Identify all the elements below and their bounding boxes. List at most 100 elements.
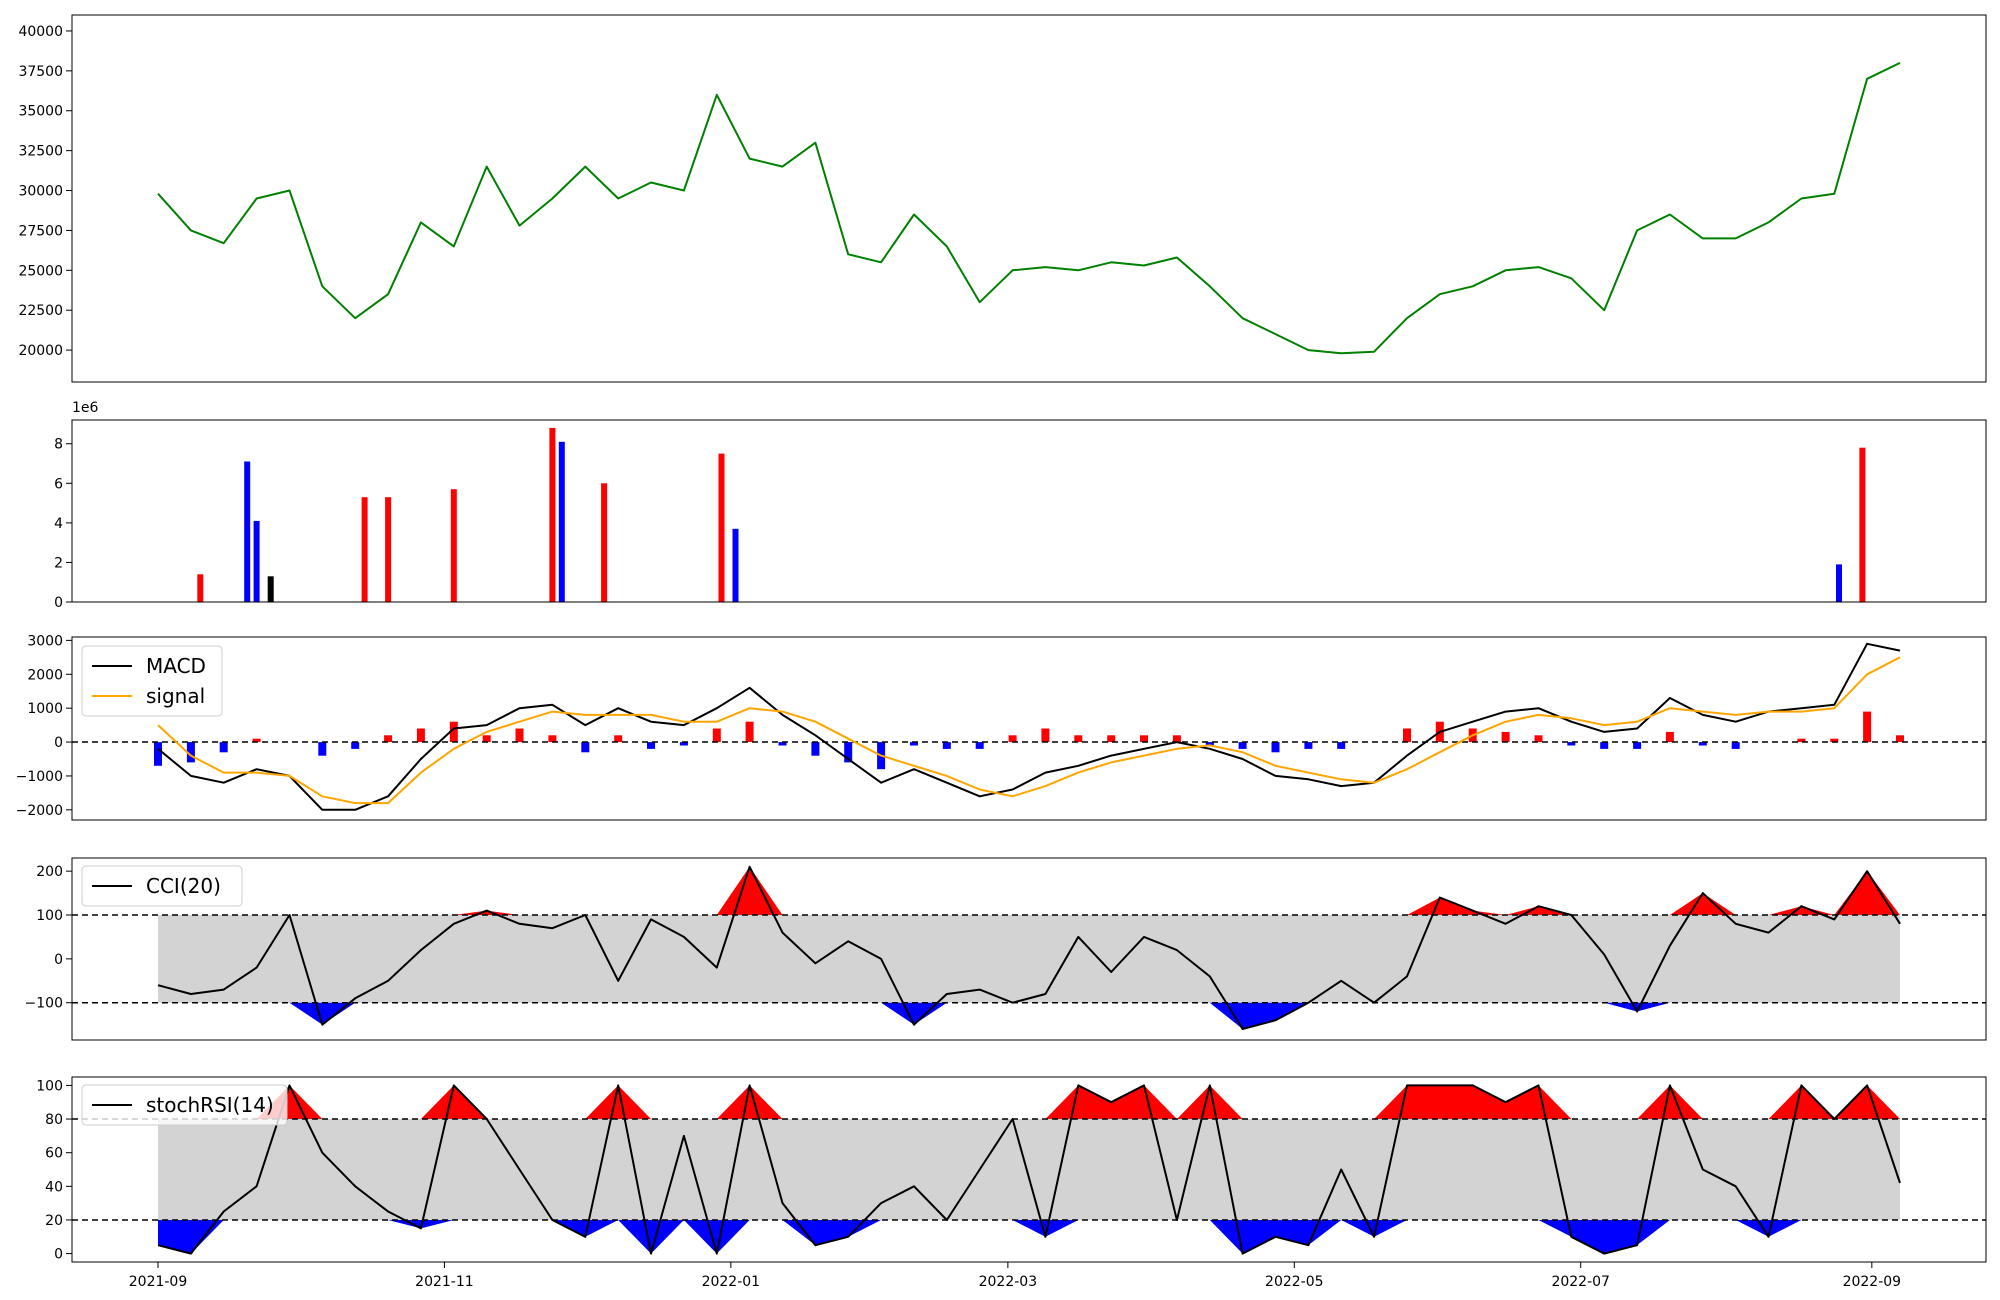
- x-tick-label: 2022-03: [979, 1274, 1038, 1290]
- macd-histogram-bar: [1863, 711, 1872, 743]
- volume-bar: [1859, 447, 1866, 602]
- volume-bar: [549, 427, 556, 602]
- volume-bar: [558, 441, 565, 602]
- y-tick-label: 25000: [18, 263, 63, 279]
- y-tick-label: 32500: [18, 144, 63, 160]
- legend-label: stochRSI(14): [146, 1093, 274, 1117]
- macd-histogram-bar: [1238, 742, 1247, 749]
- macd-histogram-bar: [910, 742, 918, 746]
- macd-histogram-bar: [1403, 728, 1411, 743]
- oversold-fill: [158, 1002, 1900, 1030]
- panel-frame: [71, 419, 1987, 603]
- x-tick-label: 2022-01: [702, 1274, 761, 1290]
- y-tick-label: 0: [54, 1247, 63, 1263]
- legend-box: [81, 1084, 288, 1126]
- y-tick-label: 20000: [18, 343, 63, 359]
- macd-histogram-bar: [1337, 742, 1346, 749]
- legend-box: [81, 645, 223, 717]
- volume-bar: [385, 497, 392, 602]
- macd-histogram-bar: [614, 735, 623, 743]
- y-tick-label: 40000: [18, 24, 63, 40]
- y-tick-label: −1000: [16, 769, 63, 785]
- date-axis: 2021-09 2021-11 2022-01 2022-03 2022-05 2022-…: [129, 1262, 1901, 1290]
- legend-label: signal: [146, 684, 205, 708]
- y-tick-label: 1000: [27, 701, 63, 717]
- macd-histogram-bar: [548, 735, 557, 743]
- macd-histogram-bar: [581, 742, 590, 753]
- legend-label: CCI(20): [146, 874, 221, 898]
- volume-panel: 1e6 0 2 4 6 8: [54, 400, 1987, 611]
- macd-histogram-bar: [1041, 728, 1050, 743]
- volume-bar: [197, 574, 204, 602]
- macd-histogram-bar: [1140, 735, 1148, 743]
- overbought-fill: [158, 866, 1900, 916]
- macd-histogram-bar: [252, 738, 261, 743]
- macd-panel: MACD signal −2000 −1000 0 1000 2000 3000: [16, 633, 1987, 821]
- volume-multiplier-label: 1e6: [72, 400, 99, 416]
- macd-histogram-bar: [482, 735, 491, 743]
- macd-line: [157, 642, 1901, 811]
- y-tick-label: −100: [25, 996, 63, 1012]
- signal-line: [157, 656, 1901, 805]
- macd-histogram-bar: [975, 742, 984, 749]
- macd-histogram-bar: [1567, 742, 1576, 746]
- macd-histogram-bar: [515, 728, 524, 743]
- macd-histogram-bar: [384, 735, 393, 743]
- x-tick-label: 2022-09: [1843, 1274, 1902, 1290]
- volume-bar: [601, 483, 608, 602]
- y-tick-label: 20: [45, 1213, 63, 1229]
- macd-histogram-bar: [186, 742, 195, 763]
- macd-histogram-bar: [1534, 735, 1543, 743]
- macd-histogram-bar: [811, 742, 820, 756]
- y-tick-label: 6: [54, 476, 63, 492]
- y-tick-label: 22500: [18, 303, 63, 319]
- macd-histogram-bar: [351, 742, 360, 749]
- macd-histogram-bar: [1896, 735, 1904, 743]
- overbought-fill: [158, 1085, 1900, 1120]
- macd-histogram-bar: [712, 728, 721, 743]
- macd-histogram-bar: [1698, 742, 1707, 746]
- x-tick-label: 2022-07: [1551, 1274, 1610, 1290]
- price-line: [157, 61, 1901, 355]
- panel-frame: [71, 636, 1987, 821]
- y-tick-label: 0: [54, 952, 63, 968]
- neutral-band: [158, 915, 1900, 1003]
- y-tick-label: 40: [45, 1179, 63, 1195]
- macd-histogram-bar: [1600, 742, 1609, 749]
- y-tick-label: 0: [54, 595, 63, 611]
- macd-histogram-bar: [844, 742, 853, 763]
- cci-panel: CCI(20) −100 0 100 200: [25, 857, 1987, 1041]
- y-tick-label: 100: [36, 908, 63, 924]
- x-tick-label: 2021-09: [129, 1274, 188, 1290]
- oversold-fill: [158, 1219, 1900, 1254]
- macd-histogram-bar: [1633, 742, 1642, 749]
- macd-histogram-bar: [1797, 738, 1806, 743]
- y-tick-label: 27500: [18, 223, 63, 239]
- legend-box: [81, 865, 243, 907]
- macd-histogram-bar: [1731, 742, 1740, 749]
- indicator-line: [157, 1084, 1901, 1255]
- macd-histogram-bar: [679, 742, 688, 746]
- legend-label: MACD: [146, 654, 206, 678]
- stochrsi-panel: stochRSI(14) 0 20 40 60 80 100: [36, 1076, 1987, 1263]
- macd-histogram-bar: [1665, 731, 1674, 743]
- indicator-legend: stochRSI(14): [81, 1084, 288, 1126]
- y-tick-label: 2000: [27, 667, 63, 683]
- y-tick-label: 2: [54, 555, 63, 571]
- y-tick-label: 200: [36, 864, 63, 880]
- macd-histogram-bar: [745, 721, 754, 742]
- y-tick-label: 0: [54, 735, 63, 751]
- indicator-legend: CCI(20): [81, 865, 243, 907]
- macd-histogram-bar: [1074, 735, 1083, 743]
- volume-bar: [718, 453, 725, 602]
- y-tick-label: 60: [45, 1146, 63, 1162]
- y-tick-label: 3000: [27, 633, 63, 649]
- macd-histogram-bar: [1501, 731, 1510, 743]
- macd-histogram-bar: [1271, 742, 1280, 753]
- panel-frame: [71, 1076, 1987, 1263]
- volume-bar: [253, 520, 260, 602]
- macd-histogram-bar: [1830, 738, 1839, 743]
- volume-bar: [267, 576, 274, 602]
- y-tick-label: 37500: [18, 64, 63, 80]
- y-tick-label: 35000: [18, 104, 63, 120]
